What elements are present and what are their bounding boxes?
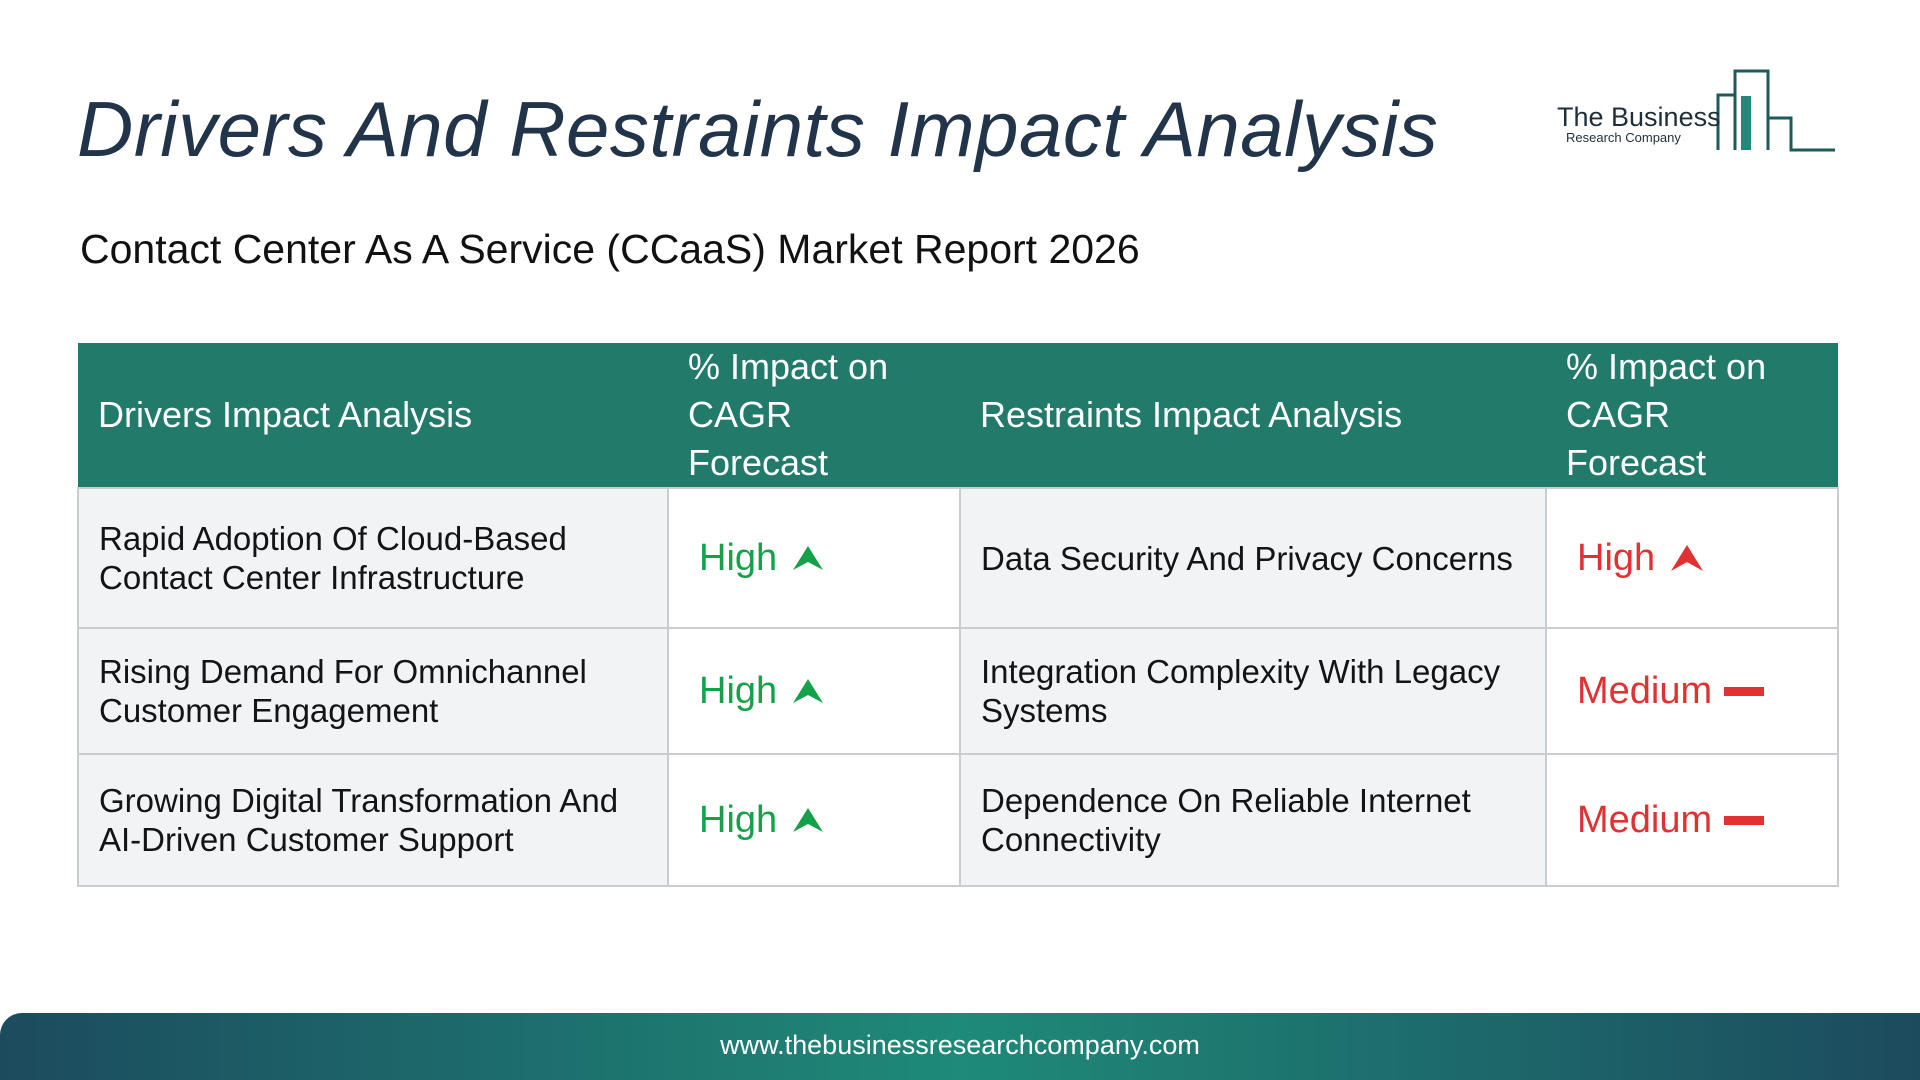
driver-impact-cell: High	[667, 753, 961, 887]
header-restraint-impact: % Impact on CAGR Forecast	[1546, 343, 1838, 488]
logo-tagline: Research Company	[1566, 130, 1681, 145]
driver-impact-cell: High	[667, 627, 961, 755]
restraint-impact-level: Medium	[1577, 669, 1765, 712]
header-restraints: Restraints Impact Analysis	[960, 343, 1546, 488]
restraint-impact-label: High	[1577, 536, 1656, 579]
restraint-impact-cell: Medium	[1545, 627, 1839, 755]
table-row: Rapid Adoption Of Cloud-Based Contact Ce…	[77, 487, 1839, 629]
page-title: Drivers And Restraints Impact Analysis	[77, 85, 1439, 173]
arrow-up-icon	[793, 808, 824, 832]
driver-impact-label: High	[699, 669, 778, 712]
footer-bar: www.thebusinessresearchcompany.com	[0, 1013, 1920, 1080]
driver-cell: Rising Demand For Omnichannel Customer E…	[77, 627, 669, 755]
restraint-impact-label: Medium	[1577, 669, 1713, 712]
dash-icon	[1724, 686, 1765, 696]
driver-impact-cell: High	[667, 487, 961, 629]
arrow-up-icon	[793, 546, 824, 570]
table-header-row: Drivers Impact Analysis % Impact on CAGR…	[78, 343, 1838, 488]
logo-name: The Business	[1557, 102, 1721, 132]
impact-table: Drivers Impact Analysis % Impact on CAGR…	[77, 343, 1839, 887]
header-drivers: Drivers Impact Analysis	[78, 343, 668, 488]
restraint-cell: Data Security And Privacy Concerns	[959, 487, 1547, 629]
driver-cell: Rapid Adoption Of Cloud-Based Contact Ce…	[77, 487, 669, 629]
restraint-impact-level: High	[1577, 536, 1705, 579]
restraint-impact-level: Medium	[1577, 798, 1765, 841]
restraint-impact-cell: High	[1545, 487, 1839, 629]
header-driver-impact: % Impact on CAGR Forecast	[668, 343, 960, 488]
driver-impact-label: High	[699, 798, 778, 841]
company-logo: The Business Research Company	[1550, 66, 1840, 156]
footer-url-link[interactable]: www.thebusinessresearchcompany.com	[720, 1030, 1200, 1060]
arrow-up-icon	[793, 679, 824, 703]
restraint-impact-label: Medium	[1577, 798, 1713, 841]
report-subtitle: Contact Center As A Service (CCaaS) Mark…	[80, 226, 1140, 272]
driver-impact-level: High	[699, 669, 825, 712]
arrow-up-icon	[1671, 545, 1704, 571]
driver-impact-label: High	[699, 536, 778, 579]
table-row: Growing Digital Transformation And AI-Dr…	[77, 753, 1839, 887]
driver-cell: Growing Digital Transformation And AI-Dr…	[77, 753, 669, 887]
logo-building-icon	[1716, 69, 1835, 152]
dash-icon	[1724, 815, 1765, 825]
table-row: Rising Demand For Omnichannel Customer E…	[77, 627, 1839, 755]
driver-impact-level: High	[699, 798, 825, 841]
restraint-cell: Dependence On Reliable Internet Connecti…	[959, 753, 1547, 887]
restraint-cell: Integration Complexity With Legacy Syste…	[959, 627, 1547, 755]
driver-impact-level: High	[699, 536, 825, 579]
restraint-impact-cell: Medium	[1545, 753, 1839, 887]
